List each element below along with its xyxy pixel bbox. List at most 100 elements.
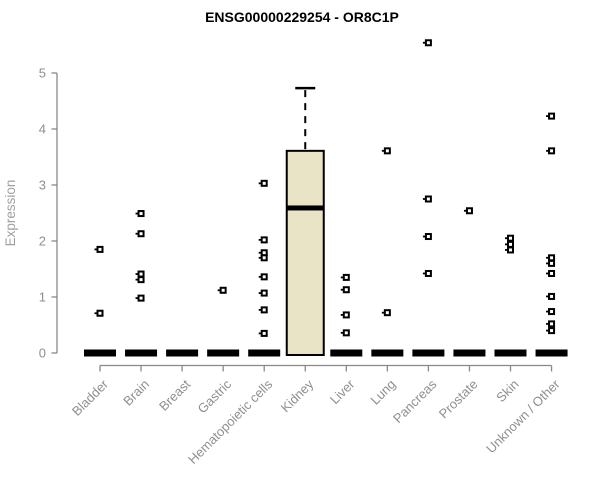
data-point-marker — [135, 270, 145, 278]
zero-collapsed-box — [248, 349, 281, 357]
zero-collapsed-box — [453, 349, 486, 357]
data-point-marker — [381, 147, 391, 155]
data-point-marker — [546, 308, 556, 316]
y-axis: 0 1 2 3 4 5 — [39, 66, 58, 361]
marker-square — [383, 309, 391, 317]
data-point-marker — [94, 309, 104, 317]
data-point-marker — [546, 254, 556, 262]
marker-square — [424, 195, 432, 203]
marker-square — [260, 236, 268, 244]
x-tick-label: Unknown / Other — [483, 376, 563, 456]
marker-square — [424, 269, 432, 277]
zero-collapsed-box — [166, 349, 199, 357]
data-point-marker — [505, 234, 514, 242]
x-tick-label: Brain — [120, 377, 152, 409]
y-axis-label: Expression — [3, 180, 18, 247]
data-point-marker — [546, 147, 556, 155]
data-point-marker — [340, 329, 350, 337]
data-point-marker — [381, 309, 391, 317]
x-tick-label: Gastric — [195, 376, 235, 416]
marker-square — [137, 210, 145, 218]
marker-square — [507, 246, 514, 254]
zero-collapsed-box — [207, 349, 240, 357]
x-tick-label: Liver — [327, 376, 358, 407]
data-point-marker — [546, 320, 556, 328]
data-point-marker — [546, 292, 556, 300]
zero-collapsed-box — [412, 349, 445, 357]
marker-square — [548, 327, 556, 335]
zero-collapsed-box — [494, 349, 527, 357]
zero-collapsed-box — [330, 349, 363, 357]
boxplot-layer — [84, 86, 568, 357]
data-point-marker — [546, 259, 556, 267]
data-point-marker — [340, 311, 350, 319]
marker-square — [260, 179, 268, 187]
data-point-marker — [94, 245, 104, 253]
data-point-marker — [340, 273, 350, 281]
marker-square — [465, 207, 473, 215]
marker-square — [260, 289, 268, 297]
zero-collapsed-box — [125, 349, 158, 357]
data-point-marker — [422, 233, 432, 241]
marker-square — [137, 294, 145, 302]
x-tick-label: Pancreas — [390, 376, 440, 426]
marker-square — [548, 112, 556, 120]
marker-square — [548, 320, 556, 328]
data-point-marker — [135, 276, 145, 284]
data-point-marker — [258, 254, 268, 262]
marker-square — [342, 286, 350, 294]
marker-square — [507, 240, 514, 248]
data-point-marker — [340, 286, 350, 294]
data-point-marker — [258, 289, 268, 297]
zero-collapsed-box — [371, 349, 404, 357]
y-tick-label: 2 — [39, 234, 46, 249]
median-line — [286, 205, 324, 211]
marker-square — [219, 286, 227, 294]
data-point-marker — [135, 210, 145, 218]
x-tick-label: Skin — [493, 377, 521, 405]
data-point-marker — [422, 195, 432, 203]
data-point-marker — [546, 327, 556, 335]
data-point-marker — [505, 246, 514, 254]
marker-square — [342, 311, 350, 319]
data-point-marker — [463, 207, 473, 215]
x-tick-label: Prostate — [436, 377, 481, 422]
marker-square — [96, 309, 104, 317]
marker-square — [260, 254, 268, 262]
marker-square — [548, 269, 556, 277]
x-tick-label: Lung — [367, 377, 398, 408]
scatter-points-layer — [94, 39, 556, 337]
data-point-marker — [422, 269, 432, 277]
marker-square — [548, 308, 556, 316]
y-tick-label: 5 — [39, 66, 46, 81]
x-tick-label: Breast — [156, 376, 193, 413]
data-point-marker — [422, 39, 432, 47]
data-point-marker — [546, 112, 556, 120]
marker-square — [137, 230, 145, 238]
marker-square — [137, 276, 145, 284]
data-point-marker — [258, 179, 268, 187]
box-iqr — [285, 149, 325, 356]
data-point-marker — [258, 273, 268, 281]
marker-square — [548, 147, 556, 155]
marker-square — [507, 234, 514, 242]
data-point-marker — [258, 306, 268, 314]
data-point-marker — [258, 236, 268, 244]
marker-square — [548, 259, 556, 267]
data-point-marker — [546, 269, 556, 277]
marker-square — [260, 329, 268, 337]
x-tick-label: Kidney — [278, 376, 317, 415]
data-point-marker — [135, 230, 145, 238]
y-tick-label: 4 — [39, 122, 46, 137]
data-point-marker — [505, 240, 514, 248]
data-point-marker — [258, 329, 268, 337]
marker-square — [137, 270, 145, 278]
y-tick-label: 0 — [39, 346, 46, 361]
marker-square — [96, 245, 104, 253]
marker-square — [342, 273, 350, 281]
marker-square — [424, 233, 432, 241]
zero-collapsed-box — [84, 349, 116, 357]
